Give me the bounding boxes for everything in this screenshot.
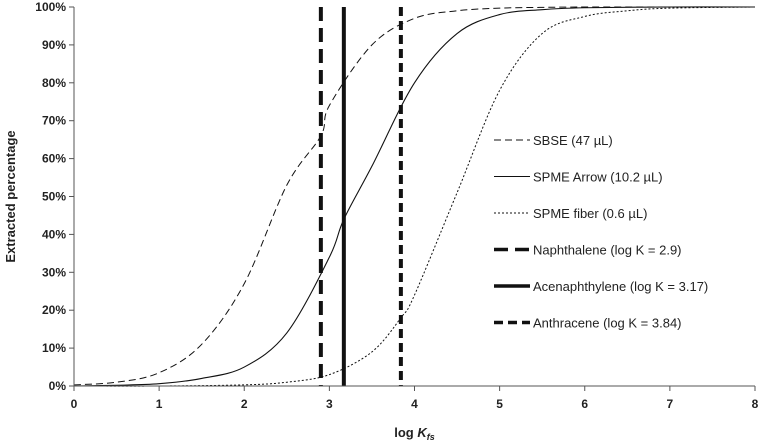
series-line-2 [73,6,756,387]
y-axis-title: Extracted percentage [3,130,18,262]
y-tick-label: 50% [42,190,66,204]
x-axis-title: log Kfs [394,425,435,441]
y-tick-label: 30% [42,265,66,279]
legend-label-6: Anthracene (log K = 3.84) [533,316,682,331]
y-tick-label: 0% [49,379,67,393]
legend-label-1: SBSE (47 µL) [533,133,613,148]
x-tick-label: 6 [581,397,588,411]
y-tick-label: 60% [42,152,66,166]
x-tick-label: 3 [326,397,333,411]
x-tick-label: 7 [667,397,674,411]
x-tick-label: 8 [752,397,759,411]
legend-label-3: SPME fiber (0.6 µL) [533,206,647,221]
y-tick-label: 70% [42,114,66,128]
series-line-3 [73,6,756,387]
x-tick-label: 0 [71,397,78,411]
legend-label-4: Naphthalene (log K = 2.9) [533,243,682,258]
x-tick-label: 5 [496,397,503,411]
axes: 0% 10% 20% 30% 40% 50% 60% 70% 80% 90% 100% 0 1 2 3 4 5 6… [35,0,758,411]
legend: SBSE (47 µL) SPME Arrow (10.2 µL) SPME fib… [494,133,708,331]
y-tick-label: 90% [42,38,66,52]
series-line-1 [73,6,755,386]
y-tick-label: 80% [42,76,66,90]
y-tick-label: 20% [42,303,66,317]
legend-label-2: SPME Arrow (10.2 µL) [533,170,663,185]
x-tick-label: 4 [411,397,418,411]
plot-area [73,6,756,387]
y-tick-label: 100% [35,0,66,14]
legend-label-5: Acenaphthylene (log K = 3.17) [533,279,708,294]
y-tick-label: 10% [42,341,66,355]
x-tick-label: 1 [156,397,163,411]
x-tick-label: 2 [241,397,248,411]
y-tick-label: 40% [42,227,66,241]
